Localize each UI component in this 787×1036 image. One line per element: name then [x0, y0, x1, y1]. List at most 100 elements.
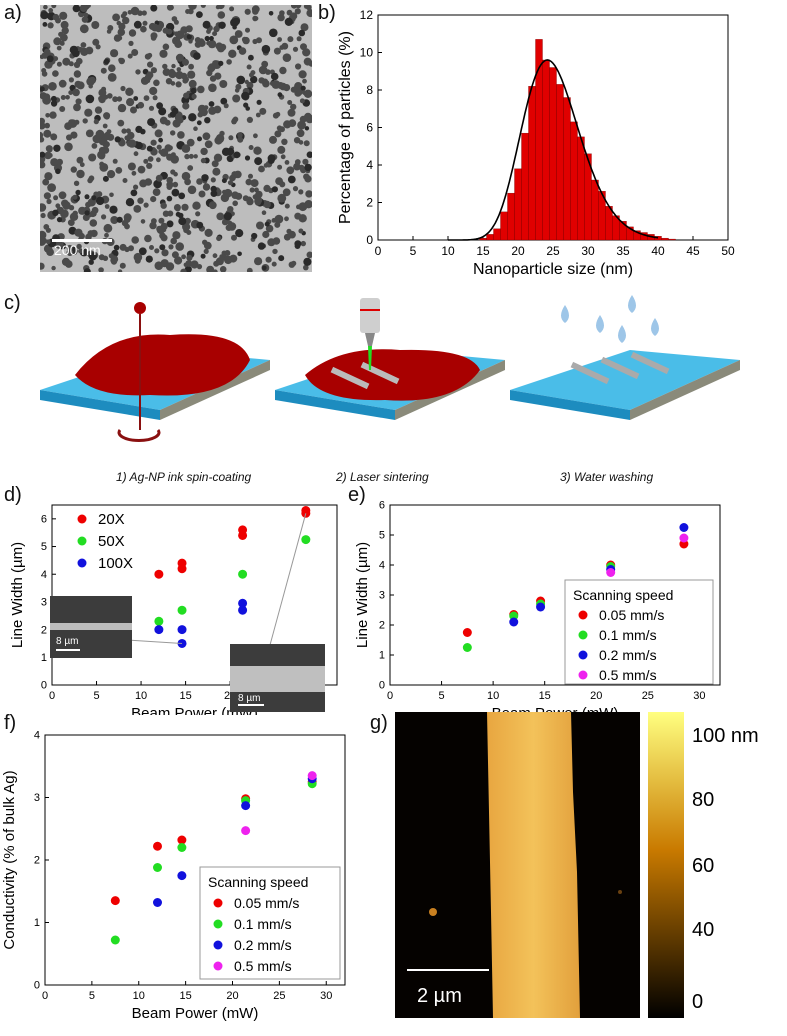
legend-marker — [578, 670, 588, 680]
data-point — [177, 605, 187, 615]
histogram-bar — [591, 179, 599, 241]
data-point — [110, 896, 120, 906]
data-point — [509, 617, 519, 627]
x-tick-label: 10 — [441, 244, 455, 258]
x-tick-label: 25 — [546, 244, 560, 258]
y-tick-label: 12 — [360, 8, 374, 22]
data-point — [241, 826, 251, 836]
data-point — [462, 643, 472, 652]
y-tick-label: 1 — [41, 652, 47, 664]
inset-left-scale: 8 µm — [56, 636, 78, 647]
x-tick-label: 5 — [89, 990, 95, 1002]
data-point — [177, 835, 187, 845]
data-point — [110, 935, 120, 945]
x-tick-label: 0 — [375, 244, 382, 258]
substrate-2 — [275, 298, 505, 420]
x-tick-label: 10 — [135, 690, 147, 702]
legend-marker — [213, 919, 223, 929]
x-tick-label: 10 — [487, 690, 499, 702]
x-tick-label: 0 — [387, 690, 393, 702]
y-tick-label: 2 — [379, 620, 385, 632]
y-tick-label: 10 — [360, 46, 374, 60]
afm-scalebar-label: 2 µm — [417, 985, 462, 1007]
x-tick-label: 30 — [320, 990, 332, 1002]
y-tick-label: 4 — [34, 730, 40, 742]
x-axis-label: Nanoparticle size (nm) — [473, 261, 633, 278]
data-point — [154, 616, 164, 626]
y-tick-label: 3 — [41, 597, 47, 609]
data-point — [177, 871, 187, 881]
y-axis-label: Percentage of particles (%) — [337, 31, 354, 224]
colorbar-tick-80: 80 — [692, 789, 714, 811]
histogram-bar — [486, 234, 494, 241]
x-tick-label: 15 — [179, 690, 191, 702]
data-point — [679, 523, 689, 532]
y-tick-label: 6 — [366, 121, 373, 135]
sem-inset-right: 8 µm — [230, 644, 325, 712]
water-drops-icon — [561, 295, 659, 343]
conductivity-chart: 0 5 10 15 20 25 30 0 1 2 3 4 Beam Power (mW) Conducti… — [1, 730, 346, 1022]
data-point — [177, 625, 187, 635]
data-point — [238, 530, 248, 540]
sem-inset-left: 8 µm — [50, 596, 132, 658]
histogram-bar — [570, 121, 578, 241]
panel-label-g: g) — [370, 712, 388, 734]
data-point — [307, 771, 317, 781]
histogram-bar — [500, 211, 508, 241]
ink-drop — [134, 302, 146, 314]
x-tick-label: 0 — [42, 990, 48, 1002]
histogram-bar — [549, 67, 557, 241]
x-tick-label: 30 — [693, 690, 705, 702]
data-point — [241, 801, 251, 811]
y-tick-label: 2 — [34, 855, 40, 867]
inset-right-scale: 8 µm — [238, 693, 260, 704]
laser-head-icon — [360, 298, 380, 333]
x-tick-label: 5 — [93, 690, 99, 702]
x-axis-label: Beam Power (mW) — [492, 705, 619, 715]
legend-marker — [77, 558, 87, 568]
y-tick-label: 0 — [34, 980, 40, 992]
tem-scalebar — [52, 239, 112, 242]
x-axis-label: Beam Power (mW) — [132, 1005, 259, 1022]
data-point — [154, 625, 164, 635]
y-tick-label: 2 — [366, 196, 373, 210]
y-tick-label: 0 — [366, 233, 373, 247]
legend-label: 0.5 mm/s — [234, 958, 292, 974]
y-tick-label: 3 — [34, 792, 40, 804]
data-point — [606, 568, 616, 577]
panel-label-a: a) — [4, 2, 22, 24]
data-point — [238, 605, 248, 615]
y-tick-label: 8 — [366, 83, 373, 97]
tem-image: 200 nm — [40, 5, 312, 272]
substrate-3 — [510, 295, 740, 420]
data-point — [238, 598, 248, 608]
colorbar-tick-40: 40 — [692, 919, 714, 941]
legend-marker — [77, 514, 87, 524]
panel-label-b: b) — [318, 2, 336, 24]
x-tick-label: 20 — [226, 990, 238, 1002]
y-tick-label: 1 — [34, 917, 40, 929]
data-point — [177, 843, 187, 852]
tem-scalebar-label: 200 nm — [54, 242, 101, 258]
histogram-bar — [542, 59, 550, 241]
histogram-bar — [514, 168, 522, 241]
y-tick-label: 5 — [41, 541, 47, 553]
colorbar-gradient — [648, 712, 684, 1018]
y-tick-label: 4 — [366, 158, 373, 172]
x-tick-label: 0 — [49, 690, 55, 702]
data-point — [536, 602, 546, 612]
histogram-bar — [528, 86, 536, 241]
y-tick-label: 6 — [379, 500, 385, 512]
legend-marker — [213, 940, 223, 950]
ag-ink-film-2 — [305, 349, 480, 401]
x-tick-label: 15 — [180, 990, 192, 1002]
legend-box — [199, 866, 341, 980]
y-tick-label: 3 — [379, 590, 385, 602]
legend-label: 0.5 mm/s — [599, 667, 657, 683]
data-point — [154, 569, 164, 579]
substrate-1 — [40, 302, 270, 442]
rotation-arrow-icon — [117, 429, 161, 442]
panel-label-e: e) — [348, 484, 366, 506]
x-axis-label: Beam Power (mW) — [131, 705, 258, 715]
y-axis-label: Line Width (µm) — [354, 542, 371, 648]
